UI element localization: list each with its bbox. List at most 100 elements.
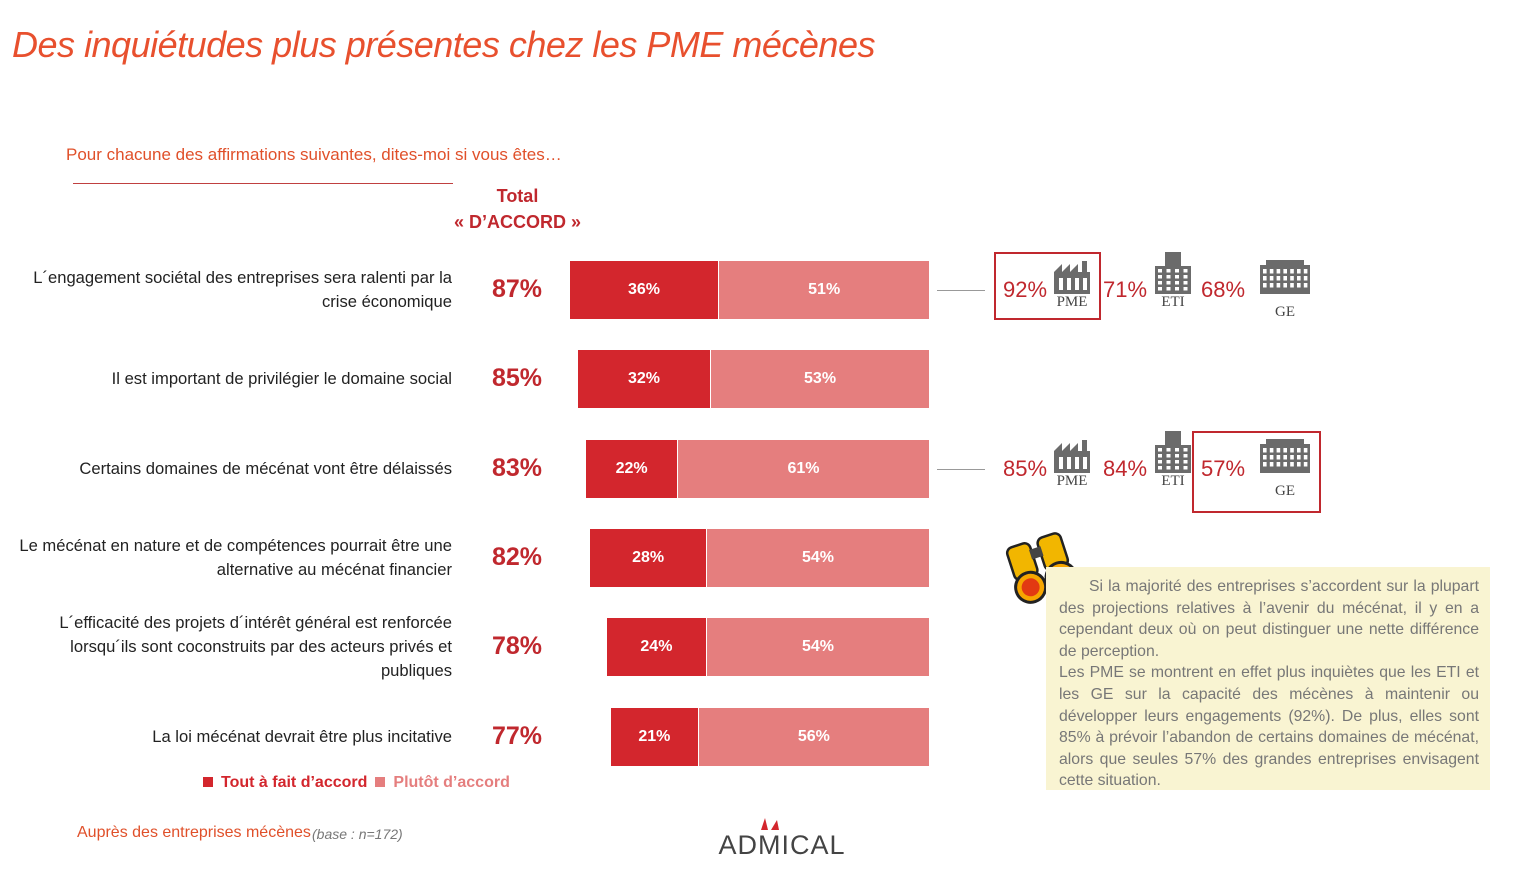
window	[1269, 461, 1274, 467]
window	[1297, 454, 1301, 460]
category-label: Le mécénat en nature et de compétences p…	[19, 535, 452, 579]
company-icon	[1155, 430, 1191, 478]
legend-entry: Tout à fait d’accord	[203, 774, 367, 791]
window	[1166, 281, 1171, 285]
window	[1303, 461, 1308, 467]
company-icon	[1052, 439, 1092, 478]
source: Auprès des entreprises mécènes	[77, 824, 311, 841]
window	[1158, 453, 1162, 458]
window	[1297, 447, 1301, 453]
window	[1158, 281, 1162, 285]
window	[1183, 275, 1188, 279]
bar: 54%	[705, 618, 929, 677]
total-header: « D’ACCORD »	[453, 212, 582, 232]
window	[1269, 269, 1274, 274]
bar: 36%	[569, 261, 719, 319]
total-label: 87%	[491, 275, 543, 303]
bar: 32%	[577, 350, 711, 409]
comparison-label: PME	[1056, 294, 1088, 310]
total-header: Total	[496, 186, 539, 206]
window	[1183, 465, 1188, 470]
window	[1158, 275, 1162, 279]
window	[1303, 269, 1308, 274]
bar: 28%	[590, 528, 706, 587]
insight-box: Si la majorité des entreprises s’accorde…	[1046, 567, 1490, 790]
window	[1276, 454, 1281, 460]
window	[1263, 447, 1267, 453]
window	[1175, 275, 1179, 279]
window	[1283, 276, 1287, 281]
legend-swatch	[203, 777, 213, 787]
window	[1276, 276, 1281, 281]
window	[1269, 283, 1274, 288]
logo-stroke	[761, 818, 768, 830]
window	[1166, 275, 1171, 279]
window	[1290, 283, 1294, 288]
window	[1263, 269, 1267, 274]
comparison-label: ETI	[1161, 294, 1185, 310]
window	[1166, 465, 1171, 470]
comparison-value: 85%	[1003, 455, 1048, 481]
rule	[73, 183, 453, 184]
window	[1059, 278, 1063, 290]
category-label: Il est important de privilégier le domai…	[111, 369, 452, 389]
window	[1276, 283, 1281, 288]
comparison-label: GE	[1275, 482, 1295, 499]
window	[1083, 278, 1087, 290]
category-label: L´efficacité des projets d´intérêt génér…	[59, 613, 452, 681]
bar: 24%	[606, 618, 706, 677]
subtitle: Pour chacune des affirmations suivantes,…	[66, 145, 562, 164]
legend-label: Plutôt d’accord	[393, 774, 510, 791]
glass	[1021, 578, 1040, 597]
window	[1290, 269, 1294, 274]
legend-entry: Plutôt d’accord	[375, 774, 510, 791]
pme-icon	[1054, 261, 1090, 294]
window	[1276, 461, 1281, 467]
company-icon	[1052, 260, 1092, 299]
total-label: 77%	[491, 721, 543, 750]
total-label: 78%	[491, 632, 543, 661]
window	[1158, 465, 1162, 470]
logo-mark	[761, 818, 779, 830]
legend-swatch	[375, 777, 386, 787]
window	[1166, 287, 1171, 291]
comparison-value: 84%	[1103, 455, 1148, 481]
window	[1067, 278, 1071, 290]
window	[1269, 454, 1274, 460]
window	[1283, 283, 1287, 288]
comparison-label: PME	[1056, 472, 1088, 489]
window	[1183, 287, 1188, 291]
ge-icon	[1260, 438, 1310, 473]
window	[1263, 276, 1267, 281]
window	[1166, 447, 1171, 452]
window	[1283, 454, 1287, 460]
window	[1303, 276, 1308, 281]
window	[1175, 269, 1179, 273]
window	[1269, 276, 1274, 281]
window	[1276, 447, 1281, 453]
window	[1175, 459, 1179, 464]
window	[1263, 454, 1267, 460]
connector	[937, 290, 985, 291]
ge-icon	[1260, 260, 1310, 294]
window	[1166, 459, 1171, 464]
total-label: 85%	[491, 364, 543, 393]
window	[1175, 281, 1179, 285]
roof	[1266, 438, 1304, 445]
window	[1290, 276, 1294, 281]
window	[1297, 269, 1301, 274]
title: Des inquiétudes plus présentes chez les …	[12, 24, 875, 65]
highlight-box	[1192, 430, 1321, 513]
logo-stroke	[771, 820, 779, 830]
comparison-value: 68%	[1201, 277, 1246, 302]
eti-icon	[1155, 430, 1191, 473]
window	[1297, 283, 1301, 288]
window	[1290, 447, 1294, 453]
bar: 53%	[710, 350, 929, 409]
window	[1059, 456, 1063, 469]
window	[1067, 456, 1071, 469]
window	[1183, 447, 1188, 452]
window	[1290, 454, 1294, 460]
base-note: (base : n=172)	[312, 826, 403, 842]
